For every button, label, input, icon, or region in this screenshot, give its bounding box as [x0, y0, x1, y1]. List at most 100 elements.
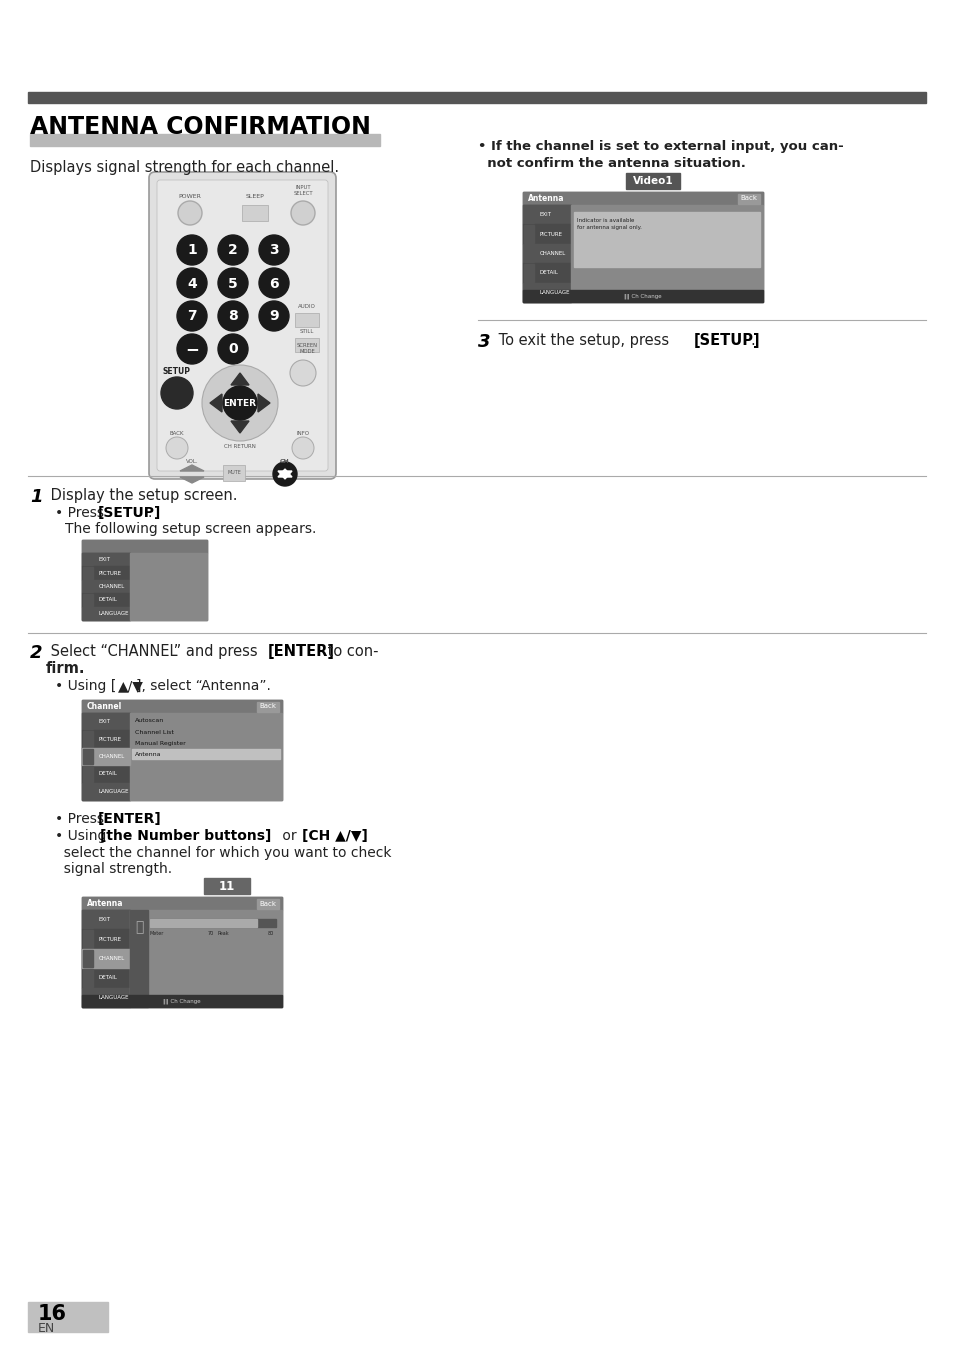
Text: Autoscan: Autoscan — [135, 718, 164, 724]
Text: [SETUP]: [SETUP] — [693, 333, 760, 348]
Polygon shape — [277, 470, 292, 479]
Text: Channel: Channel — [87, 702, 122, 710]
Bar — [82, 766, 130, 783]
Bar — [82, 553, 130, 566]
Text: .: . — [148, 506, 152, 520]
Text: EXIT: EXIT — [99, 917, 111, 922]
Text: CHANNEL: CHANNEL — [99, 956, 125, 961]
Bar — [574, 212, 760, 267]
Bar — [83, 568, 92, 578]
Bar — [625, 173, 679, 189]
Text: DETAIL: DETAIL — [99, 771, 118, 776]
Text: AUDIO: AUDIO — [297, 305, 315, 309]
Bar — [82, 731, 130, 748]
Circle shape — [177, 235, 207, 266]
Bar — [82, 910, 130, 929]
Bar — [522, 191, 762, 302]
Text: signal strength.: signal strength. — [55, 861, 172, 876]
Text: CHANNEL: CHANNEL — [99, 584, 125, 589]
Text: DETAIL: DETAIL — [99, 597, 118, 603]
Bar — [82, 607, 130, 620]
Bar — [242, 205, 268, 221]
Bar — [523, 264, 534, 282]
Bar — [82, 968, 130, 988]
Text: INFO: INFO — [296, 431, 309, 435]
Text: VOL.: VOL. — [186, 460, 198, 464]
Bar — [256, 899, 278, 909]
Text: CH RETURN: CH RETURN — [224, 443, 255, 449]
Bar — [83, 783, 92, 799]
Text: MUTE: MUTE — [227, 470, 241, 476]
Polygon shape — [231, 421, 249, 433]
Text: 1: 1 — [30, 488, 43, 506]
FancyBboxPatch shape — [149, 173, 335, 479]
Text: 70: 70 — [208, 931, 214, 936]
Text: CH: CH — [280, 460, 290, 464]
Bar — [82, 541, 207, 553]
Text: EXIT: EXIT — [99, 557, 111, 562]
Bar — [82, 949, 130, 968]
Bar — [522, 191, 762, 205]
Text: Video1: Video1 — [632, 177, 673, 186]
Text: PICTURE: PICTURE — [99, 570, 122, 576]
Bar — [82, 896, 282, 910]
Bar — [150, 919, 275, 927]
Bar — [82, 700, 282, 713]
Text: 3: 3 — [269, 244, 278, 257]
Text: 2: 2 — [30, 644, 43, 662]
Text: 8: 8 — [228, 310, 237, 324]
Bar — [82, 748, 130, 766]
Bar — [523, 283, 534, 301]
Text: 11: 11 — [218, 879, 234, 892]
Text: ], select “Antenna”.: ], select “Antenna”. — [136, 679, 271, 693]
Bar — [204, 878, 250, 894]
Bar — [522, 205, 571, 302]
Text: 9: 9 — [269, 310, 278, 324]
Bar — [82, 783, 130, 799]
Circle shape — [218, 235, 248, 266]
Text: 1: 1 — [187, 244, 196, 257]
Text: 2: 2 — [228, 244, 237, 257]
Text: • Press: • Press — [55, 811, 109, 826]
Bar — [522, 244, 571, 263]
Circle shape — [290, 360, 315, 386]
Text: ANTENNA CONFIRMATION: ANTENNA CONFIRMATION — [30, 115, 371, 139]
Text: Back: Back — [740, 195, 757, 201]
Circle shape — [291, 201, 314, 225]
Text: Peak: Peak — [218, 931, 230, 936]
Polygon shape — [180, 477, 204, 483]
Text: STILL: STILL — [299, 329, 314, 334]
Bar — [130, 910, 282, 1007]
Text: CHANNEL: CHANNEL — [99, 754, 125, 759]
Text: Back: Back — [259, 704, 276, 709]
Circle shape — [258, 301, 289, 332]
Bar — [150, 919, 256, 927]
Circle shape — [218, 268, 248, 298]
Circle shape — [161, 377, 193, 408]
Text: Channel List: Channel List — [135, 729, 173, 735]
Text: EXIT: EXIT — [99, 720, 111, 724]
Bar — [522, 290, 762, 302]
Text: 5: 5 — [228, 276, 237, 291]
Text: SETUP: SETUP — [163, 367, 191, 376]
Text: • Press: • Press — [55, 506, 109, 520]
Bar — [82, 700, 282, 799]
Text: .: . — [749, 333, 754, 348]
Bar — [83, 950, 92, 968]
Bar — [83, 969, 92, 987]
Text: LANGUAGE: LANGUAGE — [99, 789, 130, 794]
Bar — [82, 929, 130, 949]
Text: .: . — [150, 811, 154, 826]
Circle shape — [292, 437, 314, 460]
Text: Select “CHANNEL” and press: Select “CHANNEL” and press — [46, 644, 262, 659]
Circle shape — [166, 437, 188, 460]
Text: or: or — [277, 829, 301, 842]
Circle shape — [177, 334, 207, 364]
Bar — [82, 713, 130, 731]
Polygon shape — [180, 465, 204, 470]
Text: DETAIL: DETAIL — [539, 271, 558, 275]
Bar — [223, 465, 245, 481]
Circle shape — [258, 235, 289, 266]
Polygon shape — [231, 373, 249, 386]
Text: [ENTER]: [ENTER] — [268, 644, 335, 659]
